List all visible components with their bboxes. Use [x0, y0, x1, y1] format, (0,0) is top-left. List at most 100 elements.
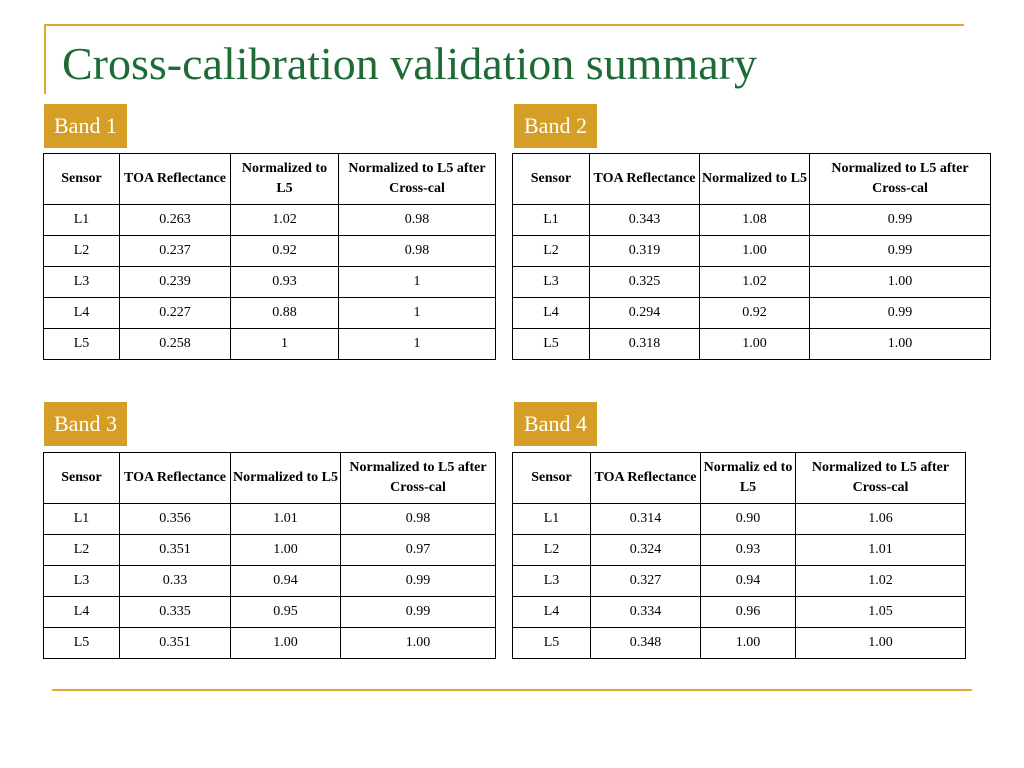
cell-after-cross-cal: 1.05 — [795, 596, 966, 628]
table-row: L4 0.334 0.96 1.05 — [512, 596, 966, 628]
cell-normalized: 0.90 — [700, 503, 796, 535]
cell-sensor: L5 — [512, 627, 591, 659]
cell-toa: 0.258 — [119, 328, 231, 360]
cell-normalized: 1.00 — [230, 627, 341, 659]
cell-sensor: L3 — [43, 266, 120, 298]
cell-after-cross-cal: 1.06 — [795, 503, 966, 535]
cell-toa: 0.263 — [119, 204, 231, 236]
cell-normalized: 1.02 — [699, 266, 810, 298]
slide-title: Cross-calibration validation summary — [62, 38, 757, 89]
cell-after-cross-cal: 1.00 — [795, 627, 966, 659]
header-normalized-to-l5: Normalized to L5 — [699, 153, 810, 205]
cell-sensor: L5 — [43, 328, 120, 360]
cell-sensor: L3 — [43, 565, 120, 597]
cell-normalized: 0.94 — [230, 565, 341, 597]
band-2-table: Sensor TOA Reflectance Normalized to L5 … — [512, 153, 991, 360]
cell-sensor: L4 — [512, 596, 591, 628]
cell-sensor: L1 — [512, 204, 590, 236]
header-normalized-after-cross-cal: Normalized to L5 after Cross-cal — [340, 452, 496, 504]
cell-toa: 0.351 — [119, 627, 231, 659]
cell-after-cross-cal: 0.99 — [340, 596, 496, 628]
cell-toa: 0.314 — [590, 503, 701, 535]
cell-after-cross-cal: 1.00 — [340, 627, 496, 659]
header-sensor: Sensor — [43, 452, 120, 504]
header-normalized-after-cross-cal: Normalized to L5 after Cross-cal — [809, 153, 991, 205]
header-normalized-after-cross-cal: Normalized to L5 after Cross-cal — [338, 153, 496, 205]
header-normalized-to-l5: Normalized to L5 — [230, 153, 339, 205]
cell-normalized: 0.95 — [230, 596, 341, 628]
cell-toa: 0.327 — [590, 565, 701, 597]
cell-sensor: L1 — [512, 503, 591, 535]
table-row: L1 0.263 1.02 0.98 — [43, 204, 496, 236]
cell-toa: 0.294 — [589, 297, 700, 329]
cell-sensor: L2 — [512, 534, 591, 566]
cell-toa: 0.334 — [590, 596, 701, 628]
cell-sensor: L2 — [512, 235, 590, 267]
table-row: L3 0.33 0.94 0.99 — [43, 565, 496, 597]
cell-toa: 0.325 — [589, 266, 700, 298]
cell-toa: 0.335 — [119, 596, 231, 628]
cell-toa: 0.239 — [119, 266, 231, 298]
cell-sensor: L1 — [43, 204, 120, 236]
cell-after-cross-cal: 0.99 — [809, 204, 991, 236]
cell-toa: 0.343 — [589, 204, 700, 236]
cell-toa: 0.348 — [590, 627, 701, 659]
cell-after-cross-cal: 1.02 — [795, 565, 966, 597]
cell-toa: 0.227 — [119, 297, 231, 329]
cell-after-cross-cal: 0.98 — [340, 503, 496, 535]
cell-after-cross-cal: 0.99 — [809, 235, 991, 267]
cell-normalized: 0.92 — [699, 297, 810, 329]
cell-sensor: L2 — [43, 534, 120, 566]
cell-after-cross-cal: 1.01 — [795, 534, 966, 566]
header-normalized-after-cross-cal: Normalized to L5 after Cross-cal — [795, 452, 966, 504]
header-toa-reflectance: TOA Reflectance — [589, 153, 700, 205]
cell-normalized: 1 — [230, 328, 339, 360]
cell-toa: 0.356 — [119, 503, 231, 535]
cell-sensor: L1 — [43, 503, 120, 535]
cell-sensor: L2 — [43, 235, 120, 267]
cell-normalized: 1.01 — [230, 503, 341, 535]
header-sensor: Sensor — [512, 452, 591, 504]
header-toa-reflectance: TOA Reflectance — [119, 452, 231, 504]
cell-after-cross-cal: 1 — [338, 266, 496, 298]
cell-after-cross-cal: 1.00 — [809, 328, 991, 360]
cell-sensor: L3 — [512, 565, 591, 597]
cell-toa: 0.324 — [590, 534, 701, 566]
table-row: L3 0.325 1.02 1.00 — [512, 266, 991, 298]
cell-normalized: 1.00 — [699, 235, 810, 267]
band-4-label: Band 4 — [514, 402, 597, 446]
table-row: L2 0.324 0.93 1.01 — [512, 534, 966, 566]
table-row: L2 0.319 1.00 0.99 — [512, 235, 991, 267]
table-header-row: Sensor TOA Reflectance Normalized to L5 … — [43, 452, 496, 504]
table-row: L4 0.335 0.95 0.99 — [43, 596, 496, 628]
top-accent-rule — [44, 24, 964, 26]
band-4-table: Sensor TOA Reflectance Normaliz ed to L5… — [512, 452, 966, 659]
left-accent-rule — [44, 24, 46, 94]
band-1-label: Band 1 — [44, 104, 127, 148]
cell-sensor: L5 — [43, 627, 120, 659]
cell-after-cross-cal: 0.98 — [338, 235, 496, 267]
header-sensor: Sensor — [512, 153, 590, 205]
cell-normalized: 1.02 — [230, 204, 339, 236]
header-sensor: Sensor — [43, 153, 120, 205]
table-row: L3 0.327 0.94 1.02 — [512, 565, 966, 597]
table-header-row: Sensor TOA Reflectance Normaliz ed to L5… — [512, 452, 966, 504]
cell-after-cross-cal: 0.97 — [340, 534, 496, 566]
table-row: L4 0.294 0.92 0.99 — [512, 297, 991, 329]
cell-sensor: L4 — [43, 596, 120, 628]
cell-toa: 0.319 — [589, 235, 700, 267]
table-row: L5 0.258 1 1 — [43, 328, 496, 360]
band-3-table: Sensor TOA Reflectance Normalized to L5 … — [43, 452, 496, 659]
cell-after-cross-cal: 0.99 — [809, 297, 991, 329]
header-normalized-to-l5: Normaliz ed to L5 — [700, 452, 796, 504]
cell-after-cross-cal: 1 — [338, 297, 496, 329]
header-toa-reflectance: TOA Reflectance — [590, 452, 701, 504]
cell-normalized: 0.92 — [230, 235, 339, 267]
table-row: L1 0.356 1.01 0.98 — [43, 503, 496, 535]
cell-toa: 0.351 — [119, 534, 231, 566]
table-row: L2 0.237 0.92 0.98 — [43, 235, 496, 267]
cell-after-cross-cal: 0.98 — [338, 204, 496, 236]
cell-normalized: 0.88 — [230, 297, 339, 329]
cell-sensor: L3 — [512, 266, 590, 298]
cell-normalized: 1.00 — [230, 534, 341, 566]
